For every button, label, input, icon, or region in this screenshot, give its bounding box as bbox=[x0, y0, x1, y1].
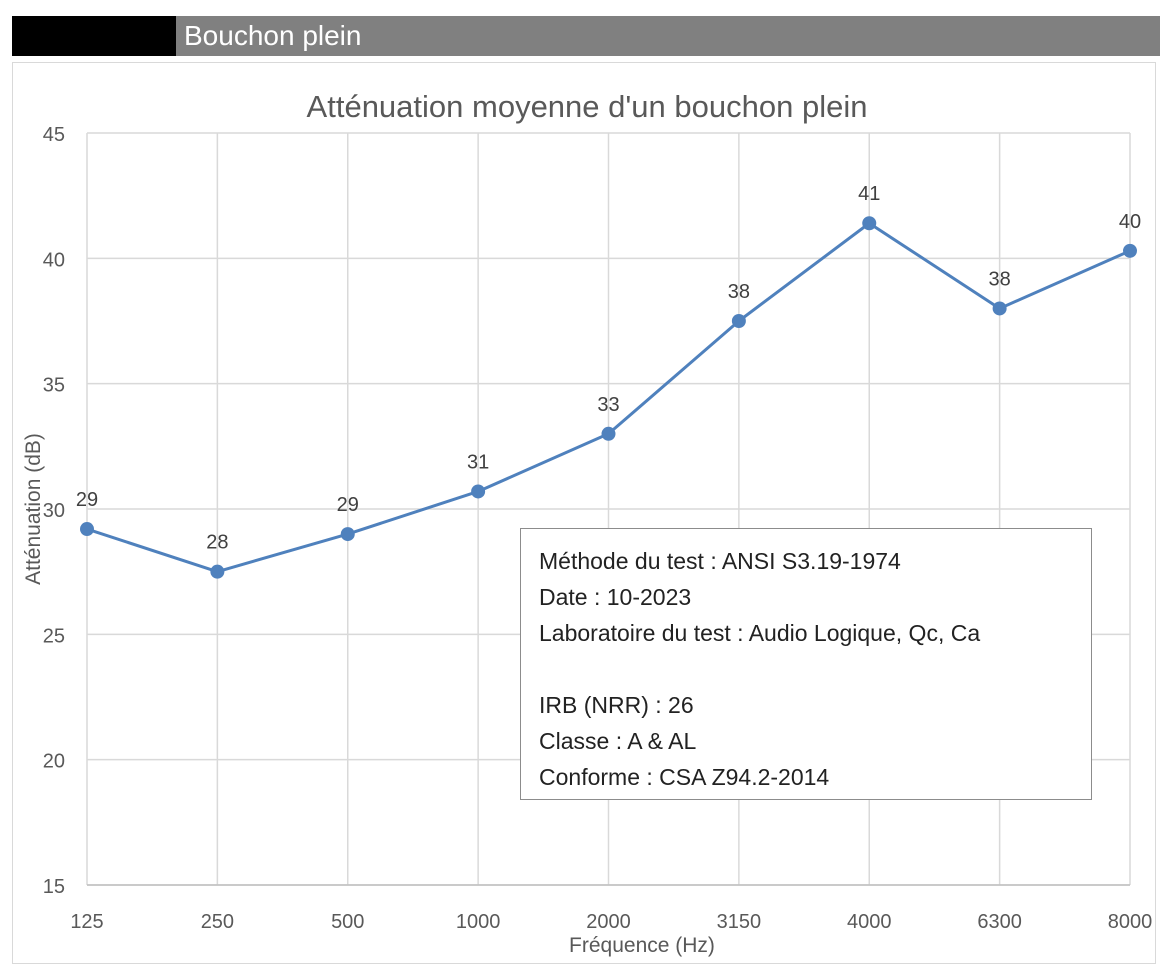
data-label: 28 bbox=[206, 532, 228, 554]
data-label: 38 bbox=[989, 268, 1011, 290]
nrr-text: IRB (NRR) : 26 bbox=[539, 692, 694, 718]
x-tick-label: 125 bbox=[70, 911, 103, 933]
data-label: 41 bbox=[858, 183, 880, 205]
y-tick-label: 20 bbox=[43, 751, 65, 773]
info-spacer bbox=[539, 651, 1073, 687]
y-tick-label: 35 bbox=[43, 375, 65, 397]
header-title: Bouchon plein bbox=[184, 20, 362, 51]
test-lab-text: Laboratoire du test : Audio Logique, Qc,… bbox=[539, 620, 981, 646]
data-label: 29 bbox=[337, 494, 359, 516]
data-label: 29 bbox=[76, 489, 98, 511]
data-point bbox=[340, 527, 355, 542]
data-label: 33 bbox=[597, 394, 619, 416]
x-tick-label: 6300 bbox=[977, 911, 1022, 933]
x-axis-title: Fréquence (Hz) bbox=[569, 934, 715, 957]
y-tick-label: 40 bbox=[43, 249, 65, 271]
data-point bbox=[1123, 243, 1137, 258]
data-point bbox=[862, 216, 877, 231]
test-method-text: Méthode du test : ANSI S3.19-1974 bbox=[539, 548, 901, 574]
x-tick-label: 2000 bbox=[586, 911, 631, 933]
x-tick-label: 3150 bbox=[717, 911, 762, 933]
x-tick-label: 4000 bbox=[847, 911, 892, 933]
x-tick-label: 8000 bbox=[1108, 911, 1153, 933]
x-tick-label: 1000 bbox=[456, 911, 501, 933]
data-label: 40 bbox=[1119, 211, 1141, 233]
x-tick-label: 500 bbox=[331, 911, 364, 933]
y-tick-label: 25 bbox=[43, 625, 65, 647]
chart-title: Atténuation moyenne d'un bouchon plein bbox=[307, 89, 868, 124]
conformity-text: Conforme : CSA Z94.2-2014 bbox=[539, 764, 830, 790]
y-axis-title: Atténuation (dB) bbox=[22, 433, 45, 585]
data-label: 38 bbox=[728, 281, 750, 303]
y-tick-label: 45 bbox=[43, 124, 65, 146]
data-point bbox=[601, 426, 616, 441]
header-black-block bbox=[12, 16, 176, 56]
data-point bbox=[210, 564, 225, 579]
y-tick-label: 30 bbox=[43, 500, 65, 522]
x-tick-label: 250 bbox=[201, 911, 234, 933]
chart-frame bbox=[12, 62, 1156, 964]
class-text: Classe : A & AL bbox=[539, 728, 697, 754]
data-point bbox=[471, 484, 486, 499]
header-bar: Bouchon plein bbox=[12, 16, 1160, 56]
y-tick-label: 15 bbox=[43, 876, 65, 898]
data-point bbox=[992, 301, 1007, 316]
test-info-box: Méthode du test : ANSI S3.19-1974 Date :… bbox=[520, 528, 1092, 800]
data-point bbox=[80, 522, 94, 537]
test-date-text: Date : 10-2023 bbox=[539, 584, 692, 610]
data-point bbox=[731, 314, 746, 328]
data-label: 31 bbox=[467, 451, 489, 473]
